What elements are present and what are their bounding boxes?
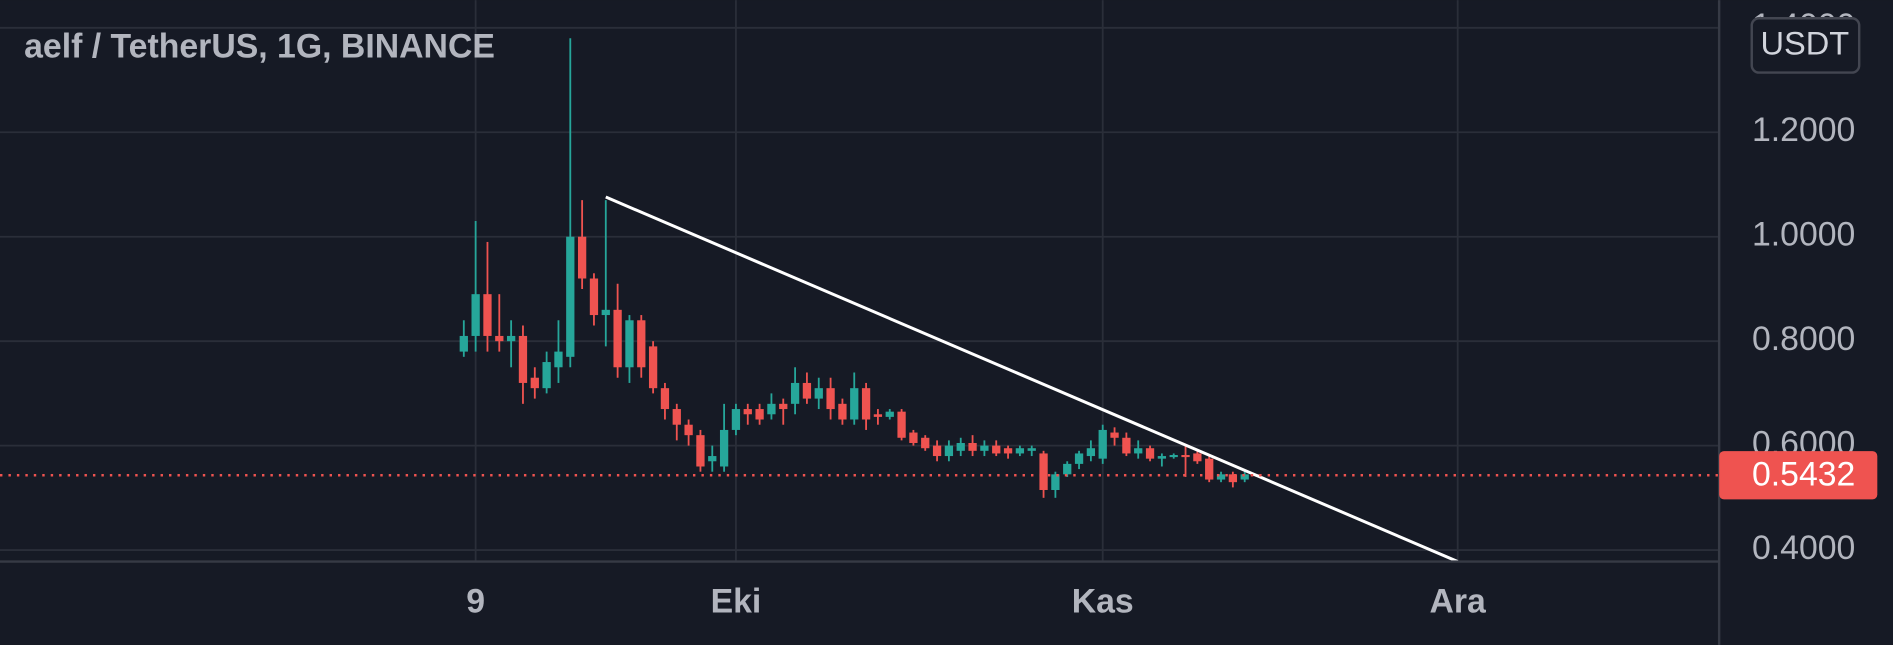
- candle-body: [530, 377, 539, 389]
- candle-body: [932, 445, 942, 457]
- candle-body: [1134, 448, 1143, 454]
- candle-body: [779, 403, 788, 410]
- candle-body: [1169, 455, 1178, 458]
- candle-body: [637, 320, 646, 368]
- plot-area: [0, 38, 1720, 562]
- candle-body: [542, 362, 551, 389]
- x-tick-label: Eki: [711, 583, 762, 621]
- candle-body: [944, 445, 954, 457]
- candle-body: [755, 409, 764, 420]
- candle-body: [1193, 453, 1202, 462]
- candle-body: [696, 435, 705, 467]
- candle-body: [826, 388, 835, 410]
- candle-body: [495, 335, 504, 342]
- x-tick-label: 9: [466, 583, 485, 621]
- candle-body: [589, 278, 599, 316]
- candle-body: [1205, 458, 1214, 480]
- candle-body: [1063, 463, 1072, 475]
- candle-body: [968, 442, 977, 451]
- candle-body: [802, 382, 812, 399]
- candle-body: [1051, 474, 1060, 490]
- candle-body: [660, 388, 670, 410]
- candle-body: [731, 409, 741, 430]
- candle-body: [1015, 448, 1025, 454]
- candle-body: [1228, 474, 1238, 483]
- candle-body: [1181, 455, 1190, 458]
- y-tick-label: 1.2000: [1752, 111, 1855, 149]
- candle-body: [743, 409, 752, 415]
- candle-body: [625, 320, 634, 368]
- candle-body: [838, 403, 847, 420]
- last-price-label: 0.5432: [1752, 455, 1855, 493]
- candle-body: [921, 437, 930, 449]
- candle-body: [1074, 453, 1084, 464]
- candle-body: [719, 429, 729, 467]
- currency-label[interactable]: USDT: [1761, 25, 1850, 62]
- candle-body: [873, 414, 883, 417]
- candle-body: [861, 388, 871, 420]
- candle-body: [980, 445, 989, 451]
- candle-body: [1027, 448, 1036, 451]
- candle-body: [1145, 448, 1155, 459]
- candle-body: [1086, 448, 1096, 457]
- candle-body: [1098, 429, 1107, 459]
- trend-line: [605, 195, 1459, 562]
- candle-body: [909, 432, 918, 443]
- last-price-box: [1719, 451, 1878, 500]
- candle-body: [897, 411, 906, 438]
- candle-body: [566, 236, 575, 357]
- candle-body: [684, 424, 693, 436]
- candle-body: [1110, 432, 1119, 438]
- candle-body: [1240, 474, 1249, 480]
- candle-body: [1039, 453, 1048, 490]
- candle-body: [648, 346, 658, 389]
- y-tick-label: 0.4000: [1752, 529, 1855, 567]
- candle-body: [483, 294, 492, 336]
- candle-body: [790, 382, 800, 404]
- candle-body: [554, 351, 563, 368]
- candle-body: [708, 456, 717, 462]
- candle-body: [506, 335, 516, 342]
- candle-body: [601, 309, 610, 316]
- candle-body: [459, 335, 468, 352]
- chart-title: aelf / TetherUS, 1G, BINANCE: [24, 27, 495, 65]
- candle-body: [1216, 474, 1226, 480]
- candle-body: [992, 445, 1001, 454]
- candle-body: [1122, 437, 1131, 454]
- candle-body: [672, 409, 681, 425]
- candle-body: [518, 335, 528, 383]
- x-tick-label: Kas: [1072, 583, 1134, 621]
- y-tick-label: 0.8000: [1752, 320, 1855, 358]
- candle-body: [1157, 456, 1167, 459]
- candle-body: [956, 442, 965, 451]
- currency-button[interactable]: [1750, 17, 1861, 74]
- candle-body: [471, 294, 480, 336]
- candle-body: [814, 388, 823, 399]
- x-tick-label: Ara: [1429, 583, 1487, 621]
- y-tick-label: 1.0000: [1752, 216, 1855, 254]
- candle-body: [1003, 448, 1013, 454]
- candle-body: [885, 411, 894, 417]
- candle-body: [577, 236, 587, 279]
- candle-body: [613, 309, 622, 368]
- candle-body: [767, 403, 776, 415]
- candle-body: [850, 388, 859, 420]
